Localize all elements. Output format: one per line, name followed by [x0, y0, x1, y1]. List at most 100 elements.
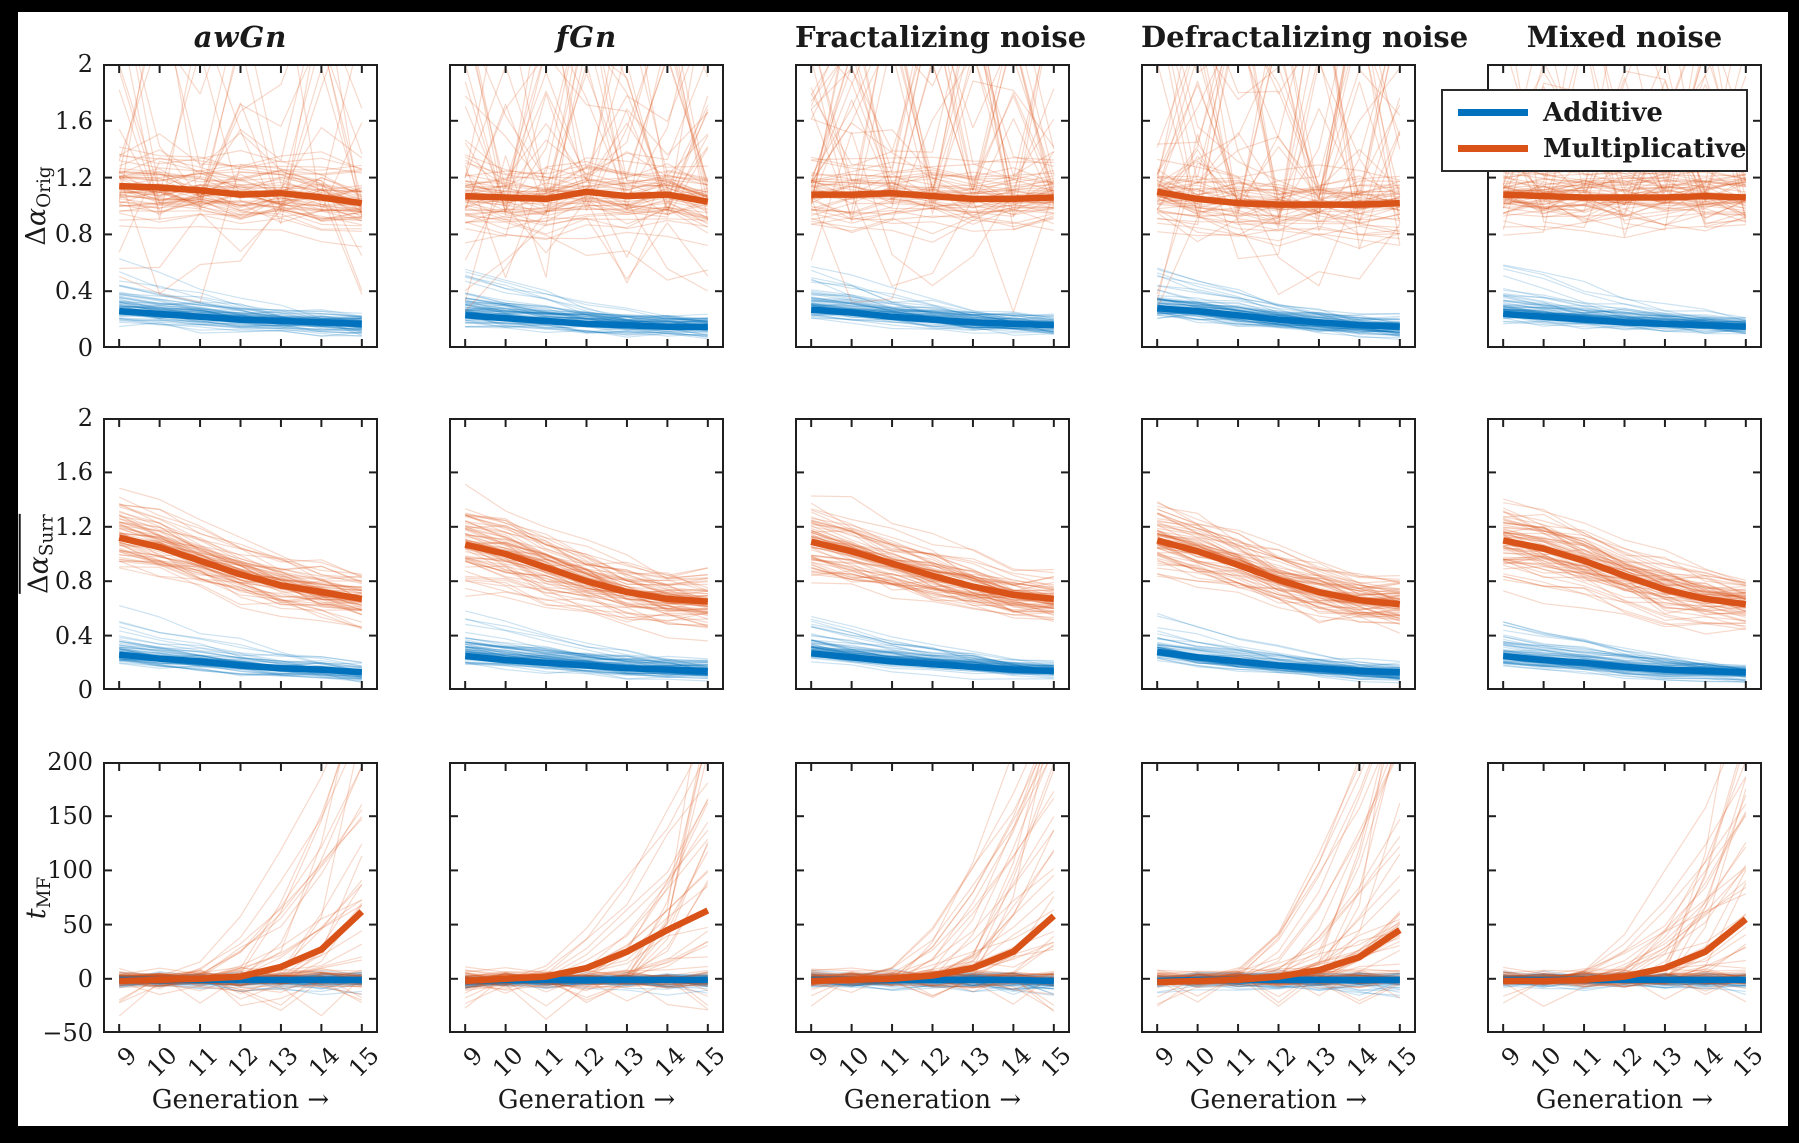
panel-row3-col4 [1141, 762, 1416, 1033]
y-tick-label: 1.2 [54, 512, 93, 541]
multiplicative-mean-line [1156, 188, 1400, 208]
additive-line-swatch [1458, 109, 1528, 116]
y-tick-label: −50 [42, 1019, 93, 1047]
y-tick-label: 1.2 [54, 163, 93, 192]
axis-box [1141, 64, 1416, 348]
additive-mean-line [1502, 310, 1746, 330]
y-tick-label: 0.4 [54, 277, 93, 306]
multiplicative-mean-line [119, 909, 365, 985]
y-tick-label: 2 [77, 50, 93, 78]
multiplicative-mean-line [1156, 537, 1401, 608]
multiplicative-mean-line [1502, 537, 1747, 608]
data-lines-group [1156, 501, 1401, 684]
panel-row1-col5 [1487, 64, 1762, 348]
data-lines-group [118, 487, 363, 684]
column-title-3: Fractalizing noise [795, 20, 1087, 54]
axis-ticks [1487, 762, 1762, 1033]
panel-row1-col1 [103, 64, 378, 348]
panel-row3-col1 [103, 762, 378, 1033]
axis-box [103, 418, 378, 690]
axis-box [1487, 762, 1762, 1033]
axis-box [103, 762, 378, 1033]
axis-ticks [1487, 64, 1762, 348]
additive-mean-line [1156, 648, 1400, 676]
axis-box [1487, 64, 1762, 348]
panel-row3-col5 [1487, 762, 1762, 1033]
multiplicative-mean-line [464, 541, 709, 605]
panel-row1-col3 [795, 64, 1070, 348]
additive-mean-line [810, 306, 1054, 329]
y-tick-label: 200 [47, 748, 93, 776]
legend-label-multiplicative: Multiplicative [1543, 133, 1747, 164]
legend: Additive Multiplicative [1441, 89, 1748, 172]
column-title-2: fGn [555, 20, 618, 54]
additive-mean-line [118, 307, 362, 328]
data-lines-group [810, 762, 1056, 1013]
data-lines-group [1502, 64, 1747, 335]
additive-mean-line [464, 312, 708, 330]
axis-box [449, 64, 724, 348]
legend-label-additive: Additive [1543, 97, 1663, 128]
x-axis-label: Generation → [1189, 1085, 1368, 1115]
axis-box [1141, 762, 1416, 1033]
additive-mean-line [464, 652, 708, 675]
multiplicative-mean-line [1503, 916, 1748, 985]
y-tick-label: 0.8 [54, 220, 93, 249]
multiplicative-mean-line [1157, 927, 1402, 986]
y-tick-label: 0.8 [54, 567, 93, 596]
column-title-4: Defractalizing noise [1141, 20, 1469, 54]
y-tick-label: 1.6 [54, 458, 93, 487]
axis-box [449, 762, 724, 1033]
y-tick-label: 1.6 [54, 106, 93, 135]
multiplicative-mean-line [810, 538, 1055, 603]
x-axis-label: Generation → [151, 1085, 330, 1115]
multiplicative-mean-line [811, 913, 1056, 985]
panel-row2-col5 [1487, 418, 1762, 690]
data-lines-group [464, 483, 709, 682]
column-title-5: Mixed noise [1526, 20, 1723, 54]
multiplicative-mean-line [465, 188, 709, 205]
data-lines-group [118, 64, 363, 337]
multiplicative-mean-line [118, 534, 363, 603]
legend-item-multiplicative: Multiplicative [1443, 133, 1747, 164]
x-axis-label: Generation → [497, 1085, 676, 1115]
multiplicative-mean-line [811, 189, 1054, 203]
data-lines-group [1156, 64, 1401, 341]
data-lines-group [464, 762, 710, 1020]
panel-row1-col4 [1141, 64, 1416, 348]
multiplicative-line-swatch [1458, 145, 1528, 152]
panel-row2-col4 [1141, 418, 1416, 690]
axis-box [795, 64, 1070, 348]
axis-box [1141, 418, 1416, 690]
additive-mean-line [810, 650, 1054, 675]
y-tick-label: 0 [77, 334, 93, 362]
multiplicative-mean-line [465, 907, 710, 985]
x-axis-label: Generation → [1535, 1085, 1714, 1115]
data-lines-group [1502, 762, 1748, 1007]
y-tick-label: 0 [77, 964, 93, 993]
panel-row3-col2 [449, 762, 724, 1033]
y-tick-label: 50 [62, 910, 93, 939]
axis-box [449, 418, 724, 690]
axis-box [103, 64, 378, 348]
data-lines-group [1156, 762, 1402, 1007]
y-tick-label: 0 [77, 676, 93, 704]
column-title-1: awGn [193, 20, 288, 54]
panel-row2-col3 [795, 418, 1070, 690]
panel-row2-col2 [449, 418, 724, 690]
panel-row3-col3 [795, 762, 1070, 1033]
axis-box [795, 418, 1070, 690]
data-lines-group [810, 495, 1055, 680]
data-lines-group [810, 64, 1055, 336]
y-tick-label: 0.4 [54, 621, 93, 650]
y-tick-label: 100 [47, 856, 93, 885]
legend-item-additive: Additive [1443, 99, 1746, 127]
additive-mean-line [1502, 652, 1746, 676]
additive-mean-line [1156, 304, 1400, 330]
multiplicative-mean-line [1503, 191, 1746, 201]
data-lines-group [118, 762, 365, 1017]
axis-box [795, 762, 1070, 1033]
axis-ticks [1141, 762, 1416, 1033]
x-axis-label: Generation → [843, 1085, 1022, 1115]
